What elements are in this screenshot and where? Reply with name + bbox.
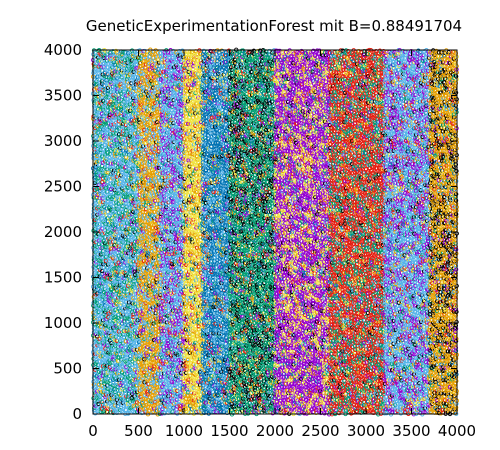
data-point: [98, 202, 103, 207]
data-point: [98, 190, 103, 195]
data-point: [98, 118, 104, 123]
data-point: [98, 327, 103, 332]
data-point: [98, 331, 103, 336]
data-point: [95, 293, 100, 299]
data-point: [94, 186, 100, 192]
data-point: [94, 159, 99, 165]
data-point: [99, 310, 104, 316]
data-point: [98, 235, 103, 240]
data-point: [98, 248, 103, 253]
data-point: [98, 324, 104, 330]
data-point: [95, 133, 100, 138]
data-point: [98, 259, 103, 264]
data-point: [99, 124, 104, 129]
data-point: [94, 395, 99, 400]
data-point: [98, 167, 103, 172]
chart-title: GeneticExperimentationForest mit B=0.884…: [86, 17, 462, 35]
data-point: [98, 354, 103, 359]
data-points: [90, 47, 460, 417]
data-point: [94, 339, 99, 345]
